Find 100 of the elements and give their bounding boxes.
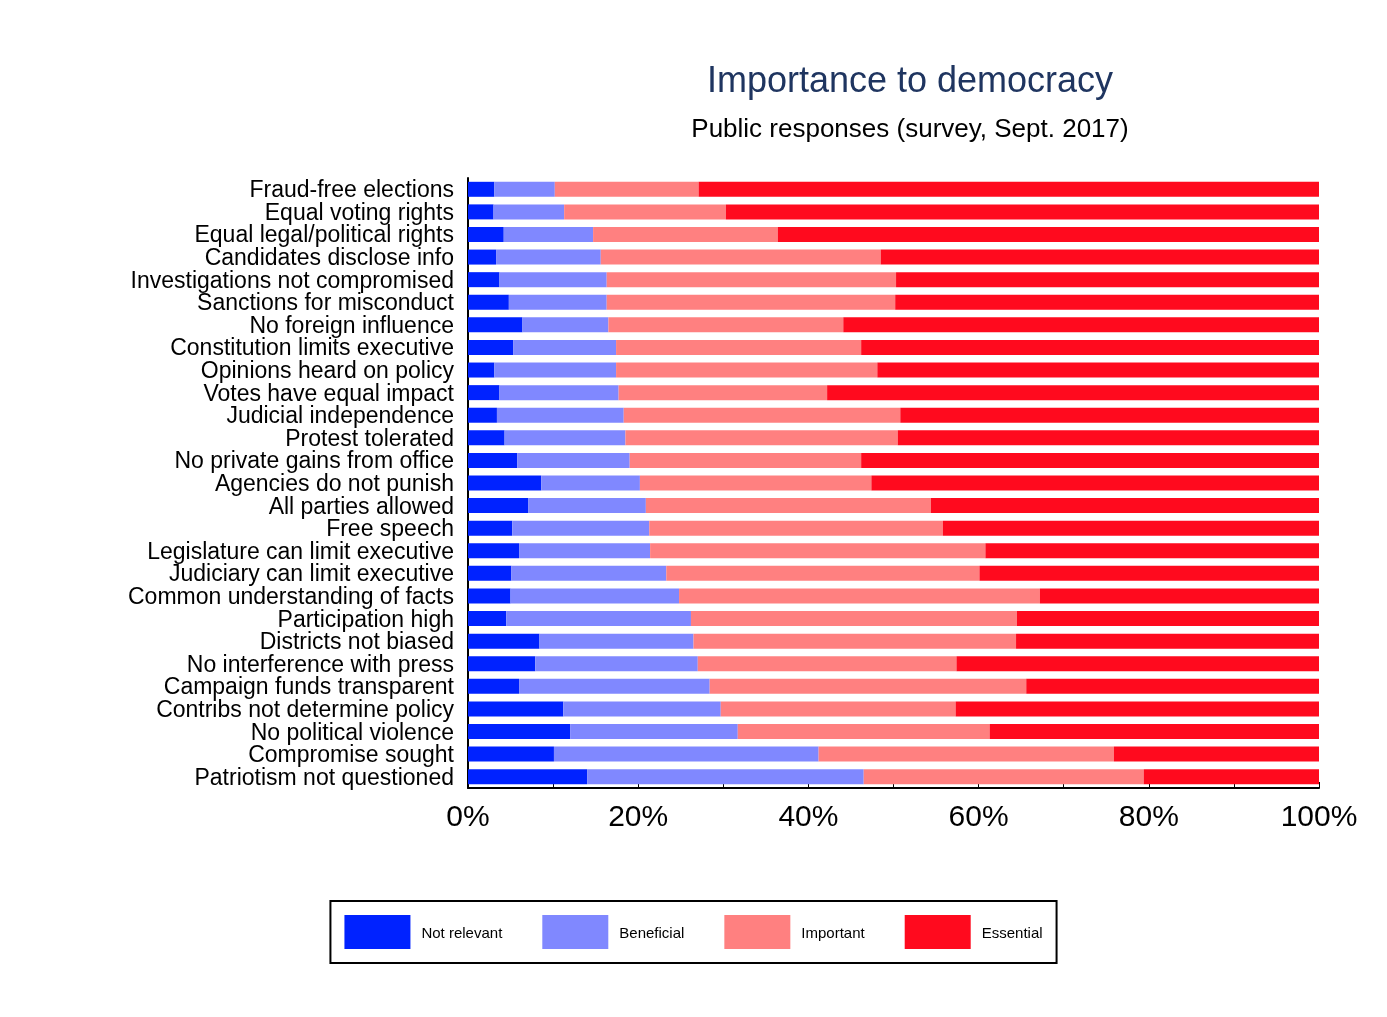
bar [504,430,626,446]
bar [503,226,594,242]
bar [618,385,828,401]
y-tick-label: Investigations not compromised [130,266,454,293]
y-tick-label: Opinions heard on policy [200,357,455,384]
bar [508,294,607,310]
bar [900,407,1319,423]
bar [468,452,518,468]
bar [606,294,896,310]
bar [1143,769,1319,785]
bar [737,724,990,740]
x-tick-label: 40% [778,798,839,832]
bar [897,430,1319,446]
y-tick-label: No foreign influence [249,311,454,338]
bar [517,452,630,468]
bar [861,452,1319,468]
y-tick-label: No interference with press [186,650,454,677]
bar [468,181,495,197]
bar [468,430,505,446]
bar [494,181,555,197]
bar [1039,588,1319,604]
bar [629,452,862,468]
bar [570,724,738,740]
bar [563,701,721,717]
bar [554,181,699,197]
bar [645,498,931,514]
bar [468,701,564,717]
bar [522,317,609,333]
bar [1016,633,1319,649]
legend-label: Beneficial [619,923,685,941]
bar [468,633,540,649]
bar [506,611,691,627]
bar [880,249,1319,265]
bar [535,656,698,672]
bar [528,498,646,514]
bar [979,565,1319,581]
bar [720,701,956,717]
bar [600,249,881,265]
bar [468,724,571,740]
bar [468,656,536,672]
bar [468,678,520,694]
bar [468,249,497,265]
bar [510,588,680,604]
bar [955,701,1319,717]
bar [493,204,565,220]
bar [499,385,619,401]
legend-label: Important [801,923,866,941]
x-tick-label: 60% [948,798,1009,832]
bar [827,385,1319,401]
bar [513,339,617,355]
bar [468,565,512,581]
bar [616,362,878,378]
bar [725,204,1319,220]
legend-label: Not relevant [421,923,504,941]
bar [650,543,986,559]
bar [519,543,651,559]
bar [553,746,819,762]
bar [679,588,1040,604]
chart-subtitle: Public responses (survey, Sept. 2017) [691,113,1129,143]
bar [468,317,523,333]
bar [512,520,650,536]
bar [608,317,844,333]
bar [942,520,1319,536]
bar [895,294,1319,310]
bar [690,611,1017,627]
y-tick-label: Free speech [326,515,454,542]
bar [777,226,1319,242]
bar [693,633,1017,649]
bar [1113,746,1319,762]
bar [877,362,1319,378]
bar [639,475,872,491]
bar [511,565,667,581]
bar [468,588,511,604]
bar [623,407,901,423]
bar [539,633,694,649]
bar [1026,678,1319,694]
bar [468,407,497,423]
bar [519,678,710,694]
bar [861,339,1319,355]
legend-label: Essential [981,923,1043,941]
bar [863,769,1144,785]
bar [468,746,554,762]
bar [496,249,601,265]
bar [496,407,624,423]
bar [468,769,588,785]
bar [499,272,607,288]
bar [871,475,1319,491]
y-tick-label: No private gains from office [174,447,454,474]
bar [468,362,495,378]
bar [697,656,957,672]
bar [606,272,897,288]
bar [989,724,1319,740]
bar [468,543,520,559]
bar [1016,611,1319,627]
bar [564,204,726,220]
bar [593,226,778,242]
bar [985,543,1319,559]
bar [649,520,943,536]
bar [709,678,1027,694]
bar [468,272,500,288]
